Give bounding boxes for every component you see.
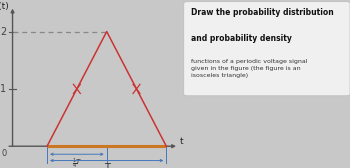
Text: 2: 2 xyxy=(0,27,6,36)
Text: and probability density: and probability density xyxy=(191,34,292,43)
Text: 1: 1 xyxy=(0,84,6,94)
Text: V(t): V(t) xyxy=(0,2,9,11)
Text: T: T xyxy=(104,163,110,168)
Text: $\frac{1}{4}T$: $\frac{1}{4}T$ xyxy=(71,157,82,168)
Text: Draw the probability distribution: Draw the probability distribution xyxy=(191,8,334,17)
Text: 0: 0 xyxy=(1,149,6,158)
Text: t: t xyxy=(180,137,183,146)
Text: functions of a periodic voltage signal
given in the figure (the figure is an
iso: functions of a periodic voltage signal g… xyxy=(191,59,307,78)
